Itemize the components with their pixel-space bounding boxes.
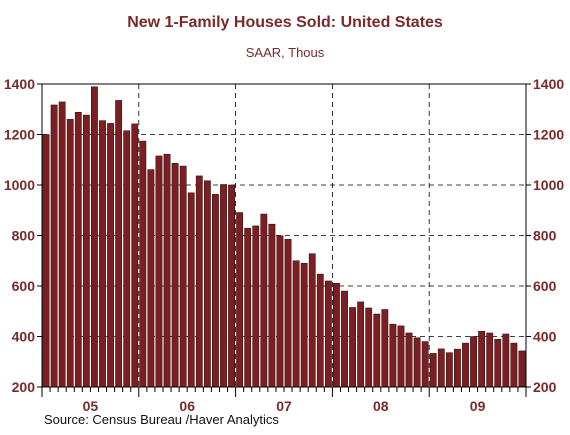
bar xyxy=(478,330,486,388)
bar xyxy=(413,337,421,388)
bar xyxy=(212,194,219,388)
bar xyxy=(139,140,147,388)
x-year-label: 06 xyxy=(179,398,195,414)
bar xyxy=(316,273,324,388)
source-note: Source: Census Bureau /Haver Analytics xyxy=(44,412,279,427)
bar xyxy=(42,134,50,388)
y-tick-label-right: 800 xyxy=(533,228,557,244)
bar xyxy=(220,184,227,388)
bar xyxy=(421,341,429,388)
y-tick-label-left: 600 xyxy=(12,278,36,294)
bar xyxy=(462,342,469,388)
y-tick-label-left: 1000 xyxy=(4,177,35,193)
bar xyxy=(147,169,155,388)
bar xyxy=(324,280,332,388)
bars xyxy=(42,86,526,388)
bar xyxy=(58,101,66,388)
y-tick-label-left: 1400 xyxy=(4,76,35,92)
bar xyxy=(268,223,276,388)
bar xyxy=(276,235,284,388)
x-year-label: 05 xyxy=(83,398,99,414)
bar xyxy=(333,282,340,388)
x-year-label: 09 xyxy=(470,398,486,414)
bar xyxy=(115,100,123,388)
bar xyxy=(187,192,195,388)
bar xyxy=(389,323,397,388)
bar xyxy=(123,130,131,388)
bar xyxy=(163,153,171,388)
y-tick-label-right: 600 xyxy=(533,278,557,294)
bar xyxy=(74,112,82,388)
chart-title: New 1-Family Houses Sold: United States xyxy=(127,14,443,31)
bar xyxy=(66,119,74,388)
y-tick-label-left: 400 xyxy=(12,329,36,345)
bar xyxy=(341,290,348,388)
bar xyxy=(236,212,244,388)
y-tick-label-left: 200 xyxy=(12,379,36,395)
y-tick-label-right: 1200 xyxy=(533,127,564,143)
bar xyxy=(470,336,477,388)
bar xyxy=(203,180,211,388)
bar xyxy=(486,332,494,388)
bar xyxy=(429,353,437,388)
bar xyxy=(195,175,203,388)
bar xyxy=(82,114,90,388)
tick-labels: 200 200 400 400 600 600 800 800 1000 1000 1200 1200… xyxy=(4,76,565,414)
bar xyxy=(252,225,260,388)
bar xyxy=(50,104,58,388)
axes xyxy=(37,83,531,397)
bar xyxy=(365,307,373,388)
bar xyxy=(518,350,526,388)
bar xyxy=(171,163,179,388)
y-tick-label-right: 400 xyxy=(533,329,557,345)
y-tick-label-left: 800 xyxy=(12,228,36,244)
bar xyxy=(349,307,356,388)
bar xyxy=(308,253,316,388)
chart-subtitle: SAAR, Thous xyxy=(245,45,325,60)
bar xyxy=(179,165,187,388)
bar xyxy=(300,263,308,388)
bar xyxy=(437,348,445,388)
bar xyxy=(445,352,453,388)
bar xyxy=(107,123,114,388)
y-tick-label-left: 1200 xyxy=(4,127,35,143)
bar xyxy=(373,313,381,388)
bar xyxy=(502,333,510,388)
bar xyxy=(155,155,163,388)
bar xyxy=(494,339,502,388)
bar xyxy=(244,227,252,388)
bar xyxy=(91,86,98,388)
bar xyxy=(381,309,389,388)
grid-lines xyxy=(42,84,526,387)
bar xyxy=(228,184,235,388)
bar xyxy=(405,332,413,388)
y-tick-label-right: 1400 xyxy=(533,76,564,92)
bar xyxy=(397,325,405,388)
x-year-label: 07 xyxy=(276,398,292,414)
bar xyxy=(454,348,461,388)
bar xyxy=(260,213,268,388)
x-year-label: 08 xyxy=(373,398,389,414)
bar xyxy=(284,239,292,388)
bar xyxy=(99,120,106,388)
bar xyxy=(357,301,365,388)
y-tick-label-right: 200 xyxy=(533,379,557,395)
y-tick-label-right: 1000 xyxy=(533,177,564,193)
bar xyxy=(292,260,300,388)
bar xyxy=(510,342,518,388)
bar xyxy=(131,123,139,388)
